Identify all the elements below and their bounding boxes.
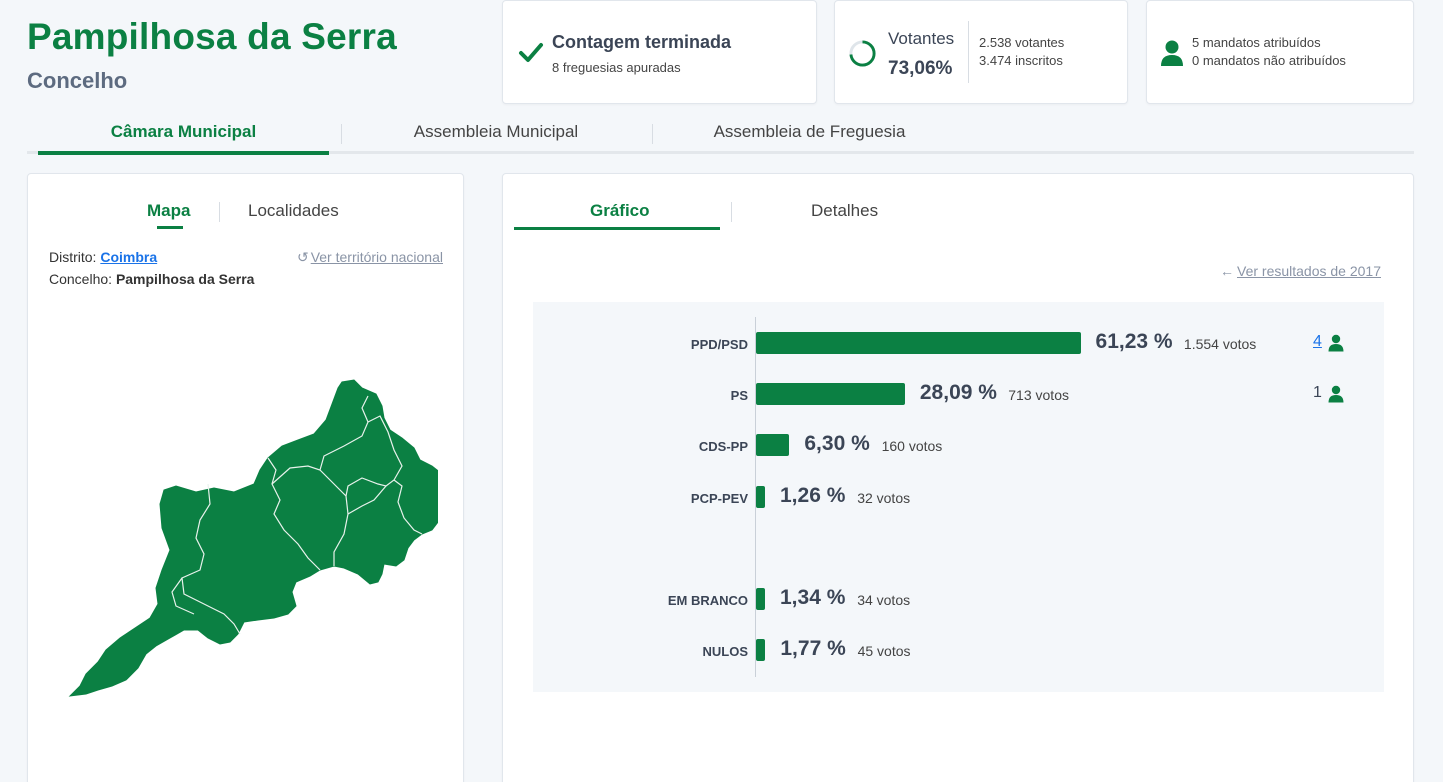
district-label: Distrito: (49, 249, 97, 265)
result-bar (756, 434, 790, 456)
tab-separator (652, 124, 653, 144)
check-icon (519, 43, 543, 62)
result-bar (756, 383, 905, 405)
turnout-label: Votantes (888, 29, 955, 48)
party-label: PPD/PSD (690, 337, 748, 352)
county-map[interactable] (58, 374, 438, 714)
result-percent: 1,34 % (780, 586, 846, 609)
mandates-card: 5 mandatos atribuídos 0 mandatos não atr… (1146, 0, 1414, 104)
tab-separator (341, 124, 342, 144)
registered-count: 3.474 inscritos (979, 53, 1063, 68)
party-label: CDS-PP (698, 439, 748, 454)
turnout-card: Votantes 73,06% 2.538 votantes 3.474 ins… (834, 0, 1128, 104)
district-line: Distrito: Coimbra (49, 249, 157, 265)
tab-assembleia-freguesia[interactable]: Assembleia de Freguesia (713, 122, 906, 141)
chart-axis (755, 317, 756, 677)
result-votes: 713 votos (1008, 387, 1069, 403)
result-votes: 45 votos (857, 643, 911, 659)
result-percent: 28,09 % (919, 381, 997, 404)
person-icon (1161, 40, 1183, 66)
map-region (68, 379, 438, 697)
result-percent: 1,26 % (780, 484, 846, 507)
mandates-unassigned: 0 mandatos não atribuídos (1192, 53, 1346, 68)
result-votes: 34 votos (857, 592, 911, 608)
map-border (271, 465, 349, 566)
count-status-subtitle: 8 freguesias apuradas (552, 60, 681, 75)
result-percent: 6,30 % (804, 432, 870, 455)
page-subtitle: Concelho (27, 68, 128, 93)
arrow-left-icon: ← (1220, 263, 1234, 279)
county-line: Concelho: Pampilhosa da Serra (49, 271, 254, 287)
voters-count: 2.538 votantes (979, 35, 1065, 50)
mandates-count[interactable]: 4 (1313, 333, 1322, 350)
tab-detalhes[interactable]: Detalhes (811, 201, 879, 220)
turnout-divider (968, 21, 969, 83)
undo-icon: ↺ (296, 249, 309, 265)
result-bar (756, 639, 766, 661)
result-bar (756, 588, 765, 610)
map-border (393, 479, 423, 535)
district-link[interactable]: Coimbra (100, 249, 158, 265)
result-votes: 160 votos (881, 438, 943, 454)
tab-grafico[interactable]: Gráfico (590, 201, 650, 220)
result-percent: 61,23 % (1095, 330, 1173, 353)
map-border (267, 457, 321, 571)
election-type-tabs: Câmara Municipal Assembleia Municipal As… (27, 116, 1414, 155)
result-bar (756, 332, 1081, 354)
count-status-title: Contagem terminada (552, 32, 732, 52)
tab-mapa[interactable]: Mapa (147, 201, 191, 220)
map-panel: Mapa Localidades Distrito: Coimbra Conce… (27, 173, 464, 782)
result-bar (756, 486, 765, 508)
active-tab-indicator (38, 151, 329, 155)
result-votes: 1.554 votos (1183, 336, 1257, 352)
mandates-count: 1 (1313, 384, 1322, 401)
active-subtab-indicator (514, 227, 720, 230)
subtab-separator (219, 202, 220, 222)
mandates-assigned: 5 mandatos atribuídos (1192, 35, 1321, 50)
national-territory-link[interactable]: ↺ Ver território nacional (297, 249, 443, 266)
party-label: NULOS (702, 644, 749, 659)
count-status-card: Contagem terminada 8 freguesias apuradas (502, 0, 817, 104)
page-title: Pampilhosa da Serra (27, 16, 397, 57)
map-border (181, 483, 241, 635)
tab-camara-municipal[interactable]: Câmara Municipal (110, 122, 257, 141)
tab-assembleia-municipal[interactable]: Assembleia Municipal (413, 122, 579, 141)
map-border (171, 577, 195, 615)
tab-localidades[interactable]: Localidades (248, 201, 339, 220)
person-icon (1328, 334, 1344, 352)
party-label: EM BRANCO (667, 593, 748, 608)
result-percent: 1,77 % (780, 637, 846, 660)
active-subtab-indicator (157, 226, 183, 229)
map-border (319, 395, 369, 471)
party-label: PCP-PEV (690, 491, 748, 506)
results-bar-chart: PPD/PSD 61,23 % 1.554 votos 4 PS 28,09 % 713 v… (533, 302, 1384, 692)
previous-results-link-label: Ver resultados de 2017 (1237, 263, 1381, 279)
turnout-percent: 73,06% (888, 58, 953, 79)
party-label: PS (730, 388, 748, 403)
turnout-ring-icon (849, 40, 876, 67)
map-border (347, 485, 387, 515)
previous-results-link[interactable]: ← Ver resultados de 2017 (1220, 263, 1381, 279)
subtab-separator (731, 202, 732, 222)
county-value: Pampilhosa da Serra (115, 271, 255, 287)
results-panel: Gráfico Detalhes ← Ver resultados de 2017… (502, 173, 1414, 782)
national-territory-link-label: Ver território nacional (310, 249, 443, 265)
person-icon (1328, 385, 1344, 403)
result-votes: 32 votos (857, 490, 911, 506)
county-label: Concelho: (49, 271, 113, 287)
